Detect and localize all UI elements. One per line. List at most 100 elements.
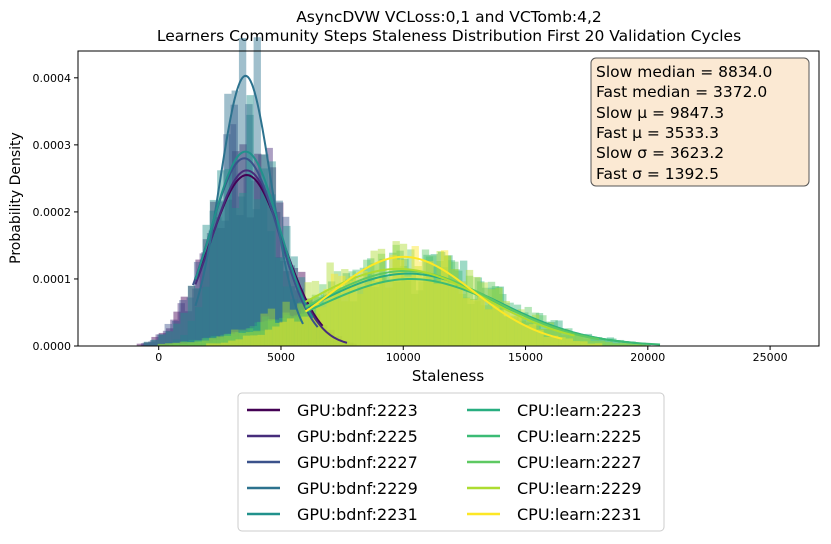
- histogram-bar-CPU-learn-2227: [253, 331, 261, 346]
- y-axis-ticks: 0.0000 0.0001 0.0002 0.0003 0.0004: [33, 72, 78, 353]
- histogram-bar-CPU-learn-2227: [275, 322, 283, 346]
- histogram-bar-CPU-learn-2225: [220, 334, 228, 346]
- histogram-bar-GPU-bdnf-2223: [312, 313, 321, 346]
- histogram-bar-GPU-bdnf-2223: [232, 151, 240, 346]
- histogram-bar-CPU-learn-2225: [264, 320, 272, 346]
- histogram-bar-CPU-learn-2225: [257, 321, 265, 346]
- histogram-bar-CPU-learn-2223: [173, 343, 182, 346]
- histogram-bar-GPU-bdnf-2223: [188, 285, 196, 346]
- histogram-bar-CPU-learn-2231: [448, 282, 456, 346]
- histogram-bar-CPU-learn-2227: [157, 343, 166, 346]
- histogram-bar-CPU-learn-2229: [546, 322, 554, 346]
- histogram-bar-CPU-learn-2223: [467, 303, 475, 346]
- histogram-bar-GPU-bdnf-2227: [230, 104, 238, 347]
- histogram-bar-CPU-learn-2227: [414, 270, 422, 346]
- stats-line-slow-median: Slow median = 8834.0: [596, 63, 772, 81]
- histogram-bar-GPU-bdnf-2223: [246, 217, 255, 346]
- kde-line-GPU-bdnf-2231: [194, 150, 314, 319]
- legend-frame: [237, 392, 665, 532]
- histogram-bar-GPU-bdnf-2225: [250, 180, 259, 346]
- histogram-bar-GPU-bdnf-2223: [268, 167, 277, 346]
- histogram-bar-GPU-bdnf-2223: [283, 271, 291, 346]
- histogram-bar-CPU-learn-2231: [352, 277, 361, 346]
- histogram-bar-CPU-learn-2225: [308, 305, 316, 346]
- histogram-bar-CPU-learn-2227: [561, 335, 569, 346]
- histogram-bar-CPU-learn-2227: [553, 331, 562, 346]
- histogram-bar-CPU-learn-2227: [385, 287, 393, 346]
- histogram-bar-CPU-learn-2225: [601, 340, 610, 346]
- histogram-bar-GPU-bdnf-2223: [210, 201, 218, 346]
- histogram-bar-CPU-learn-2223: [269, 320, 277, 346]
- x-tick-label: 10000: [386, 351, 421, 364]
- histogram-bar-CPU-learn-2225: [425, 256, 434, 346]
- histogram-bar-CPU-learn-2231: [572, 341, 581, 346]
- histogram-bar-GPU-bdnf-2231: [253, 199, 262, 346]
- histogram-bar-GPU-bdnf-2223: [276, 202, 284, 346]
- histogram-bar-GPU-bdnf-2225: [346, 342, 354, 346]
- histogram-bar-CPU-learn-2227: [495, 286, 503, 346]
- histogram-bar-CPU-learn-2227: [194, 340, 202, 346]
- chart-title-line-1: AsyncDVW VCLoss:0,1 and VCTomb:4,2: [296, 8, 602, 26]
- stats-line-slow-std: Slow σ = 3623.2: [596, 144, 724, 162]
- histogram-bar-GPU-bdnf-2227: [215, 201, 224, 346]
- histogram-bar-GPU-bdnf-2223: [298, 271, 306, 346]
- histogram-bar-CPU-learn-2231: [242, 335, 251, 346]
- histogram-bar-GPU-bdnf-2227: [142, 342, 150, 346]
- histogram-bar-CPU-learn-2225: [609, 338, 617, 346]
- histogram-bar-CPU-learn-2229: [260, 313, 268, 346]
- histogram-bar-CPU-learn-2227: [451, 261, 459, 346]
- histogram-bar-CPU-learn-2225: [550, 320, 558, 346]
- histogram-bar-GPU-bdnf-2229: [290, 299, 298, 346]
- legend-label-GPU-bdnf-2223: GPU:bdnf:2223: [297, 401, 418, 420]
- histogram-bar-CPU-learn-2227: [627, 343, 635, 346]
- histogram-bar-GPU-bdnf-2225: [199, 253, 207, 346]
- histogram-bar-CPU-learn-2223: [599, 338, 607, 346]
- histogram-bar-CPU-learn-2231: [528, 324, 537, 346]
- histogram-bar-CPU-learn-2223: [606, 337, 615, 346]
- histogram-bar-CPU-learn-2227: [473, 301, 481, 346]
- histogram-bar-CPU-learn-2229: [348, 276, 356, 346]
- histogram-bar-CPU-learn-2225: [528, 317, 536, 346]
- histogram-bar-CPU-learn-2227: [341, 301, 349, 346]
- x-tick-label: 25000: [753, 351, 788, 364]
- histogram-bar-CPU-learn-2229: [495, 287, 503, 346]
- histogram-bar-CPU-learn-2225: [499, 293, 507, 346]
- histogram-bar-CPU-learn-2231: [499, 309, 507, 346]
- histogram-bar-GPU-bdnf-2231: [195, 288, 203, 346]
- histogram-bar-CPU-learn-2227: [267, 319, 276, 346]
- histogram-bar-CPU-learn-2225: [389, 252, 397, 346]
- histogram-bar-GPU-bdnf-2225: [140, 343, 149, 346]
- histogram-bar-CPU-learn-2227: [363, 259, 371, 346]
- histogram-bar-CPU-learn-2227: [634, 343, 642, 346]
- histogram-bar-GPU-bdnf-2223: [349, 343, 357, 346]
- histogram-bar-CPU-learn-2231: [492, 303, 500, 346]
- histogram-bar-CPU-learn-2231: [543, 336, 551, 346]
- histogram-bar-CPU-learn-2225: [183, 343, 191, 346]
- histogram-bar-CPU-learn-2229: [231, 329, 239, 346]
- histogram-bar-CPU-learn-2231: [455, 285, 463, 346]
- histogram-bar-CPU-learn-2223: [225, 333, 233, 346]
- histogram-bar-CPU-learn-2225: [455, 270, 463, 346]
- histogram-bar-GPU-bdnf-2225: [236, 215, 244, 346]
- histogram-bar-CPU-learn-2225: [594, 337, 602, 346]
- histogram-bar-GPU-bdnf-2231: [275, 257, 284, 346]
- histogram-bar-CPU-learn-2229: [575, 333, 584, 346]
- histogram-bar-GPU-bdnf-2223: [261, 190, 269, 346]
- histogram-bar-GPU-bdnf-2227: [333, 339, 341, 346]
- histogram-bar-GPU-bdnf-2225: [214, 217, 222, 346]
- histogram-bar-CPU-learn-2225: [205, 341, 213, 346]
- histogram-bar-CPU-learn-2229: [641, 343, 650, 346]
- histogram-bar-GPU-bdnf-2227: [245, 104, 253, 346]
- histogram-bar-CPU-learn-2223: [459, 260, 468, 346]
- histogram-bar-CPU-learn-2223: [452, 269, 460, 346]
- histogram-bar-GPU-bdnf-2225: [170, 319, 178, 346]
- histogram-bar-CPU-learn-2227: [282, 312, 290, 346]
- histogram-bar-GPU-bdnf-2223: [144, 342, 152, 346]
- chart-title-line-2: Learners Community Steps Staleness Distr…: [157, 27, 741, 45]
- histogram-bar-GPU-bdnf-2225: [228, 124, 237, 346]
- histogram-bar-GPU-bdnf-2227: [201, 252, 209, 346]
- histogram-bar-CPU-learn-2229: [451, 269, 459, 346]
- histogram-bar-CPU-learn-2227: [590, 338, 598, 346]
- histogram-bar-CPU-learn-2231: [213, 343, 221, 346]
